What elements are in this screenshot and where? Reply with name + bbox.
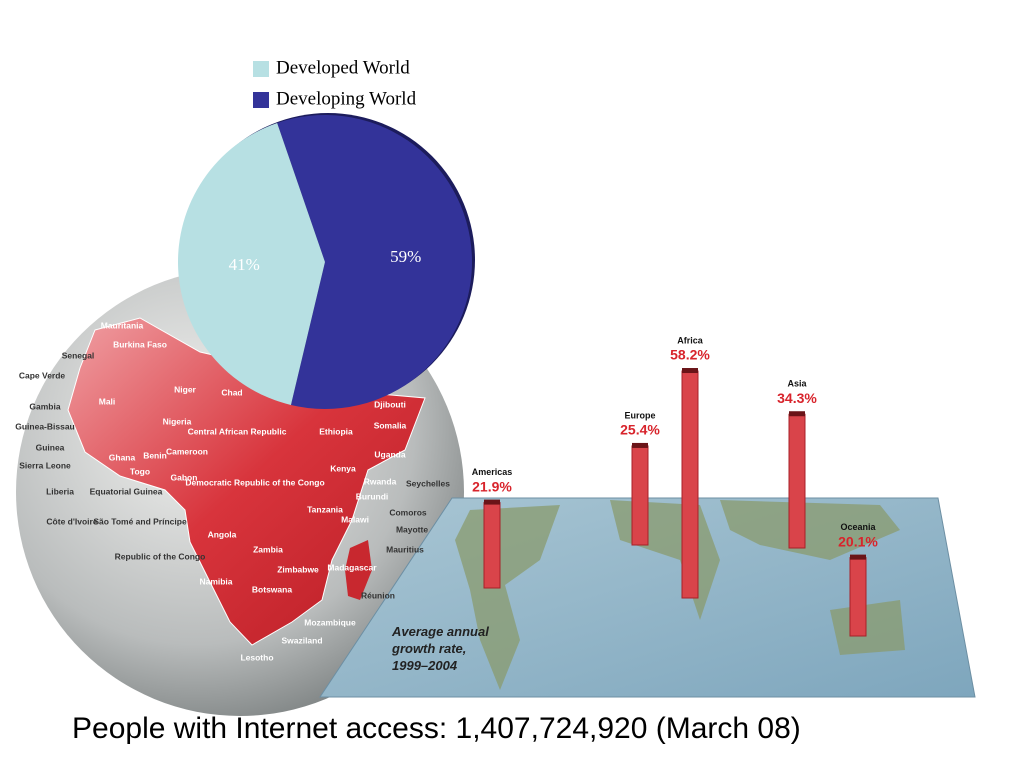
country-label: Mauritius (386, 544, 424, 554)
legend-label: Developed World (276, 57, 410, 78)
bar (788, 413, 806, 549)
legend-swatch (253, 92, 269, 108)
pie-label: 59% (390, 247, 421, 266)
pie-slice (178, 123, 325, 405)
country-label: Burkina Faso (113, 339, 167, 349)
country-label: Namibia (199, 576, 232, 586)
country-label: Mauritania (101, 320, 144, 330)
bar (849, 557, 867, 637)
country-label: Ethiopia (319, 426, 353, 436)
country-label: Sierra Leone (19, 460, 71, 470)
country-label: Tanzania (307, 504, 343, 514)
country-label: Kenya (330, 463, 356, 473)
region-value: 34.3% (777, 390, 817, 406)
country-label: Burundi (356, 491, 389, 501)
region-label: Europe (624, 410, 655, 420)
bar-top (850, 554, 866, 560)
country-label: Republic of the Congo (115, 551, 206, 561)
country-label: Lesotho (240, 652, 273, 662)
region-label: Oceania (840, 522, 876, 532)
country-label: Togo (130, 466, 150, 476)
country-label: Comoros (389, 507, 427, 517)
pie-chart: 59% 41% (178, 113, 475, 409)
country-label: Equatorial Guinea (90, 486, 163, 496)
country-label: Uganda (374, 449, 405, 459)
country-label: Zimbabwe (277, 564, 319, 574)
country-label: Senegal (62, 350, 95, 360)
legend-swatch (253, 61, 269, 77)
country-label: Djibouti (374, 399, 406, 409)
country-label: Ghana (109, 452, 136, 462)
country-label: Niger (174, 384, 196, 394)
country-label: São Tomé and Príncipe (93, 516, 187, 526)
country-label: Guinea-Bissau (15, 421, 75, 431)
legend-label: Developing World (276, 88, 417, 109)
country-label: Malawi (341, 514, 369, 524)
country-label: Mozambique (304, 617, 356, 627)
bar-top (789, 411, 805, 417)
country-label: Cameroon (166, 446, 208, 456)
country-label: Central African Republic (188, 426, 287, 436)
country-label: Benin (143, 450, 167, 460)
region-label: Americas (472, 467, 513, 477)
country-label: Zambia (253, 544, 283, 554)
bar-top (682, 368, 698, 374)
region-value: 58.2% (670, 347, 710, 363)
country-label: Swaziland (281, 635, 322, 645)
country-label: Gambia (29, 401, 60, 411)
country-label: Liberia (46, 486, 74, 496)
country-label: Botswana (252, 584, 292, 594)
madagascar-map (345, 540, 372, 600)
country-label: Madagascar (327, 562, 377, 572)
region-value: 25.4% (620, 422, 660, 438)
bar (631, 445, 649, 546)
region-label: Asia (787, 379, 807, 389)
country-label: Seychelles (406, 478, 450, 488)
bar (681, 370, 699, 599)
country-label: Réunion (361, 590, 395, 600)
country-label: Mayotte (396, 524, 428, 534)
country-label: Côte d'Ivoire (46, 516, 97, 526)
region-value: 20.1% (838, 533, 878, 549)
country-label: Somalia (374, 420, 407, 430)
region-value: 21.9% (472, 478, 512, 494)
pie-slice (277, 115, 473, 409)
country-label: Mali (99, 396, 116, 406)
bar (483, 502, 501, 589)
country-label: Angola (208, 529, 237, 539)
country-label: Guinea (36, 442, 65, 452)
country-label: Nigeria (163, 416, 192, 426)
region-label: Africa (677, 335, 704, 345)
bar-top (484, 499, 500, 505)
country-label: Chad (221, 387, 242, 397)
footer: People with Internet access: 1,407,724,9… (72, 712, 801, 745)
country-label: Gabon (171, 472, 198, 482)
pie-label: 41% (229, 255, 260, 274)
country-label: Cape Verde (19, 370, 66, 380)
bar-top (632, 442, 648, 448)
country-label: Democratic Republic of the Congo (185, 477, 324, 487)
map-caption: Average annual growth rate, 1999–2004 (391, 624, 489, 673)
country-label: Rwanda (364, 476, 397, 486)
